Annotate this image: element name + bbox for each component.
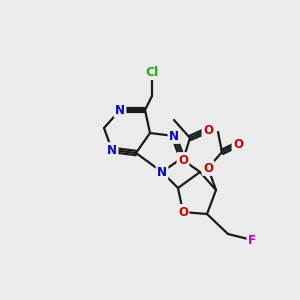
Text: O: O [178, 206, 188, 218]
Text: O: O [203, 161, 213, 175]
Text: N: N [115, 103, 125, 116]
Text: O: O [233, 137, 243, 151]
Text: N: N [157, 166, 167, 178]
Text: F: F [248, 233, 256, 247]
Text: N: N [107, 143, 117, 157]
Text: O: O [203, 124, 213, 136]
Text: N: N [169, 130, 179, 142]
Text: Cl: Cl [146, 65, 159, 79]
Text: O: O [178, 154, 188, 166]
